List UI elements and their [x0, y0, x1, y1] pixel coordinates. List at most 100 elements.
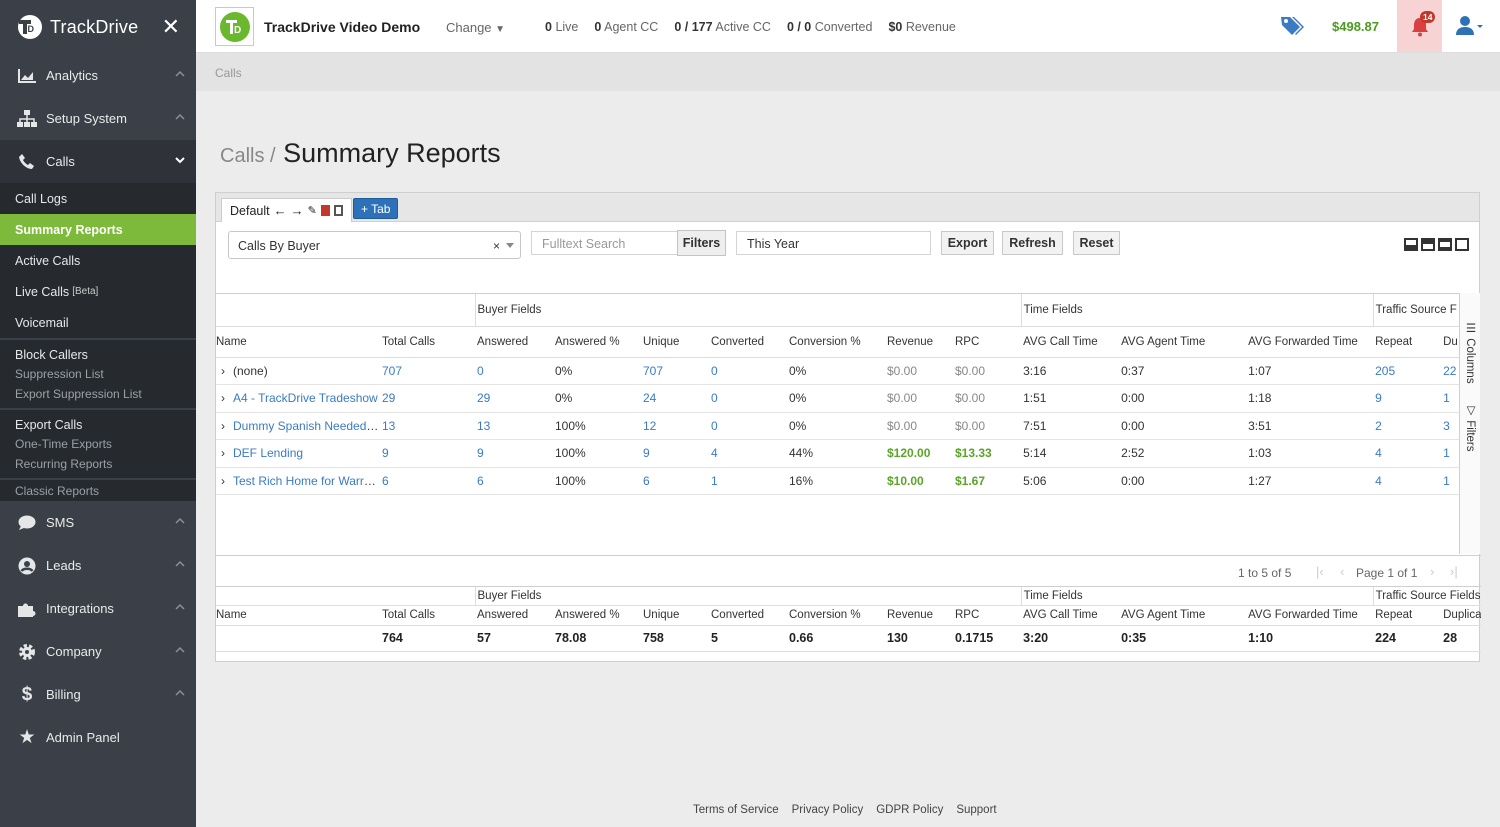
table-row[interactable]: › Test Rich Home for Warranty 6 6 100% 6 … [216, 467, 1459, 495]
fulltext-search-input[interactable]: Fulltext Search [531, 231, 678, 255]
col-header-unique[interactable]: Unique [641, 326, 709, 358]
cell-repeat[interactable]: 4 [1373, 467, 1442, 495]
sidebar-item-live-calls[interactable]: Live Calls [Beta] [0, 276, 196, 307]
cell-duplicate[interactable]: 1 [1441, 439, 1459, 468]
col-header-total-calls[interactable]: Total Calls [380, 326, 475, 358]
row-name[interactable]: Test Rich Home for Warranty [233, 473, 380, 488]
cell-unique[interactable]: 707 [641, 357, 709, 385]
sidebar-item-call-logs[interactable]: Call Logs [15, 191, 68, 206]
sidebar-item-billing[interactable]: $ Billing [0, 673, 196, 716]
cell-converted[interactable]: 0 [709, 357, 787, 385]
cell-converted[interactable]: 1 [709, 467, 787, 495]
export-button[interactable]: Export [941, 231, 994, 255]
add-tab-button[interactable]: + Tab [353, 198, 399, 219]
last-page-icon[interactable]: ›| [1450, 564, 1458, 579]
expand-chevron-icon[interactable]: › [221, 418, 225, 433]
col-header-revenue[interactable]: Revenue [885, 326, 953, 358]
notifications-button[interactable] [1397, 0, 1442, 52]
sidebar-item-leads[interactable]: Leads [0, 544, 196, 587]
support-link[interactable]: Support [956, 804, 997, 816]
expand-chevron-icon[interactable]: › [221, 446, 225, 461]
page-title-crumb[interactable]: Calls / [220, 145, 276, 167]
sidebar-item-classic-reports[interactable]: Classic Reports [0, 478, 196, 501]
cell-answered[interactable]: 0 [475, 357, 553, 385]
cell-repeat[interactable]: 2 [1373, 412, 1442, 440]
close-icon[interactable]: ✕ [161, 14, 180, 39]
sidebar-item-export-suppression-list[interactable]: Export Suppression List [15, 386, 142, 401]
cell-repeat[interactable]: 205 [1373, 357, 1442, 385]
sidebar-item-summary-reports[interactable]: Summary Reports [0, 214, 196, 245]
expand-chevron-icon[interactable]: › [221, 363, 225, 378]
row-name[interactable]: DEF Lending [233, 446, 304, 461]
reset-button[interactable]: Reset [1073, 231, 1120, 255]
sidebar-item-active-calls[interactable]: Active Calls [15, 253, 81, 268]
cell-converted[interactable]: 4 [709, 439, 787, 468]
cell-repeat[interactable]: 9 [1373, 384, 1442, 413]
table-row[interactable]: › A4 - TrackDrive Tradeshow 29 29 0% 24 0… [216, 384, 1459, 413]
col-header-duplicate[interactable]: Du [1441, 326, 1459, 358]
sidebar-item-analytics[interactable]: Analytics [0, 54, 196, 97]
clear-selection-icon[interactable]: × [492, 239, 500, 253]
trash-icon[interactable] [320, 205, 330, 216]
cell-total-calls[interactable]: 707 [380, 357, 475, 385]
report-type-select[interactable]: Calls By Buyer × [228, 231, 521, 259]
sidebar-item-integrations[interactable]: Integrations [0, 587, 196, 630]
sidebar-item-export-calls[interactable]: Export Calls [15, 418, 83, 432]
sidebar-item-recurring-reports[interactable]: Recurring Reports [15, 456, 113, 471]
col-header-avg-forwarded-time[interactable]: AVG Forwarded Time [1246, 326, 1374, 358]
pencil-icon[interactable]: ✎ [307, 205, 317, 217]
col-header-name[interactable]: Name [216, 326, 380, 358]
sidebar-item-calls[interactable]: Calls [0, 140, 196, 183]
col-header-answered[interactable]: Answered [475, 326, 553, 358]
table-row[interactable]: › Dummy Spanish Needed Buyer 13 13 100% 1… [216, 412, 1459, 440]
cell-total-calls[interactable]: 13 [380, 412, 475, 440]
col-header-repeat[interactable]: Repeat [1373, 326, 1442, 358]
refresh-button[interactable]: Refresh [1002, 231, 1063, 255]
cell-answered[interactable]: 9 [475, 439, 553, 468]
date-range-input[interactable]: This Year [736, 231, 931, 255]
expand-chevron-icon[interactable]: › [221, 473, 225, 488]
table-row[interactable]: › DEF Lending 9 9 100% 9 4 44% $120.00 $1… [216, 439, 1459, 468]
tags-icon[interactable] [1280, 15, 1304, 37]
cell-converted[interactable]: 0 [709, 384, 787, 413]
cell-answered[interactable]: 13 [475, 412, 553, 440]
col-header-rpc[interactable]: RPC [953, 326, 1022, 358]
table-row[interactable]: › (none) 707 0 0% 707 0 0% $0.00 $0.00 3:… [216, 357, 1459, 385]
layout-empty-icon[interactable] [1455, 238, 1469, 251]
layout-top-icon[interactable] [1421, 238, 1435, 251]
copy-icon[interactable] [333, 205, 343, 216]
cell-total-calls[interactable]: 9 [380, 439, 475, 468]
gdpr-link[interactable]: GDPR Policy [876, 804, 944, 816]
layout-split-icon[interactable] [1438, 238, 1452, 251]
expand-chevron-icon[interactable]: › [221, 391, 225, 406]
prev-page-icon[interactable]: ‹ [1340, 564, 1345, 579]
sidebar-item-admin-panel[interactable]: ★ Admin Panel [0, 716, 196, 759]
col-header-avg-agent-time[interactable]: AVG Agent Time [1119, 326, 1247, 358]
cell-unique[interactable]: 12 [641, 412, 709, 440]
row-name[interactable]: A4 - TrackDrive Tradeshow [233, 391, 378, 406]
sidebar-item-one-time-exports[interactable]: One-Time Exports [15, 437, 112, 451]
sidebar-item-suppression-list[interactable]: Suppression List [15, 367, 104, 381]
company-logo[interactable]: D [215, 7, 254, 46]
cell-repeat[interactable]: 4 [1373, 439, 1442, 468]
cell-answered[interactable]: 29 [475, 384, 553, 413]
sidebar-item-setup-system[interactable]: Setup System [0, 97, 196, 140]
cell-unique[interactable]: 9 [641, 439, 709, 468]
sidebar-item-company[interactable]: Company [0, 630, 196, 673]
change-company-dropdown[interactable]: Change ▼ [446, 20, 505, 35]
col-header-answered-pct[interactable]: Answered % [553, 326, 641, 358]
cell-duplicate[interactable]: 1 [1441, 384, 1459, 413]
account-balance[interactable]: $498.87 [1332, 19, 1379, 34]
cell-unique[interactable]: 6 [641, 467, 709, 495]
privacy-link[interactable]: Privacy Policy [791, 804, 864, 816]
filters-panel-toggle[interactable]: ▽ Filters [1463, 403, 1477, 452]
cell-total-calls[interactable]: 29 [380, 384, 475, 413]
sidebar-item-block-callers[interactable]: Block Callers [15, 348, 88, 362]
user-menu-icon[interactable] [1456, 15, 1484, 37]
col-header-avg-call-time[interactable]: AVG Call Time [1021, 326, 1120, 358]
arrow-left-icon[interactable]: ← [273, 203, 287, 218]
columns-panel-toggle[interactable]: ☰ Columns [1463, 321, 1477, 384]
cell-answered[interactable]: 6 [475, 467, 553, 495]
cell-converted[interactable]: 0 [709, 412, 787, 440]
arrow-right-icon[interactable]: → [290, 203, 304, 218]
